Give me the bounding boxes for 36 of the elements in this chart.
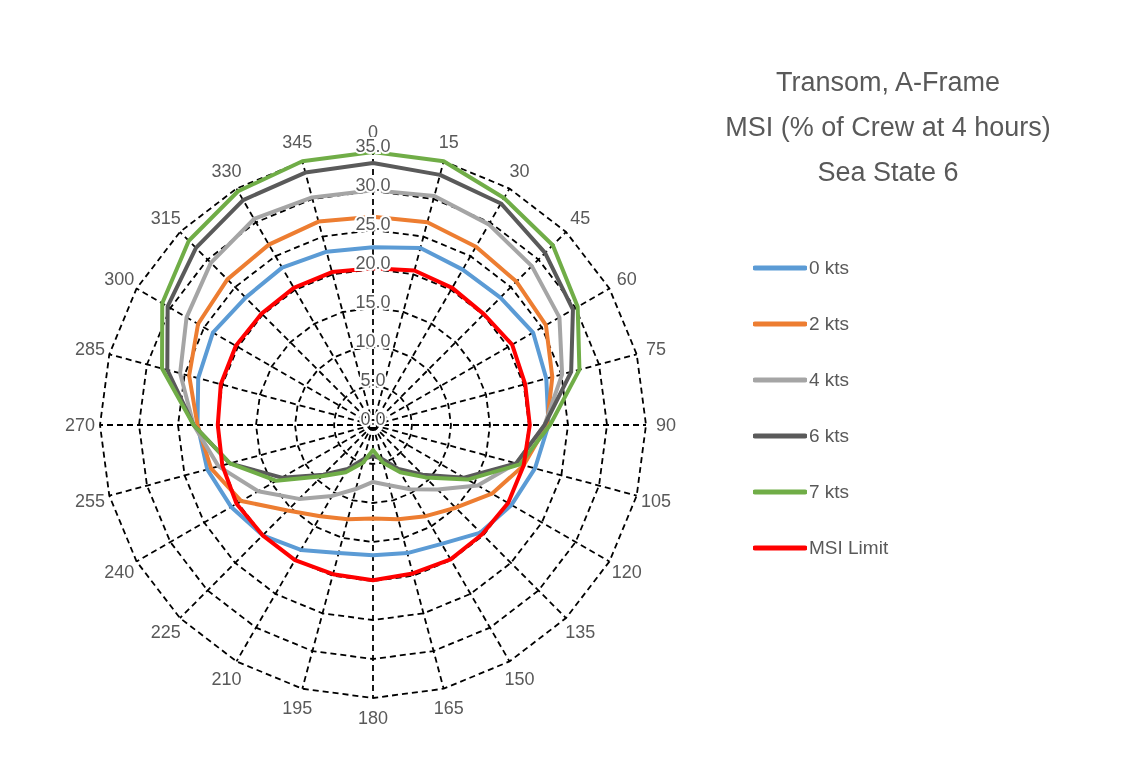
spoke-label: 120 [611,561,642,582]
legend-label: 7 kts [809,481,850,503]
spoke-label: 105 [640,490,672,511]
spoke-label: 315 [150,207,181,228]
legend-label: 4 kts [809,369,850,391]
spoke-label: 300 [104,268,135,289]
spoke-label: 15 [438,131,459,152]
spoke-label: 255 [74,490,106,511]
spoke-label: 345 [282,131,313,152]
legend-label: 0 kts [809,257,850,279]
y-tick-label: 30.0 [355,175,391,195]
spoke-label: 75 [646,339,667,360]
y-tick-label: 35.0 [355,136,391,156]
spoke-label: 210 [211,668,242,689]
spoke-label: 330 [211,161,242,182]
spoke-label: 30 [509,161,530,182]
spoke-label: 45 [570,207,591,228]
spoke-label: 135 [565,622,596,643]
spoke-label: 240 [104,561,135,582]
spoke-label: 90 [655,415,677,435]
spoke-label: 60 [616,268,637,289]
y-tick-label: 10.0 [355,331,391,351]
chart-title: Transom, A-Frame MSI (% of Crew at 4 hours) Sea State 6 [724,66,1052,189]
spoke-label: 195 [282,698,313,719]
spoke-label: 180 [357,708,389,728]
y-tick-label: 5.0 [360,370,386,390]
legend-label: MSI Limit [809,537,889,559]
legend-label: 6 kts [809,425,850,447]
spoke-label: 150 [504,668,535,689]
spoke-label: 270 [64,415,96,435]
legend-label: 2 kts [809,313,850,335]
spoke-label: 225 [150,622,181,643]
spoke-label: 165 [433,698,464,719]
spoke-label: 285 [74,339,106,360]
y-tick-label: 15.0 [355,292,391,312]
y-tick-label: 25.0 [355,214,391,234]
